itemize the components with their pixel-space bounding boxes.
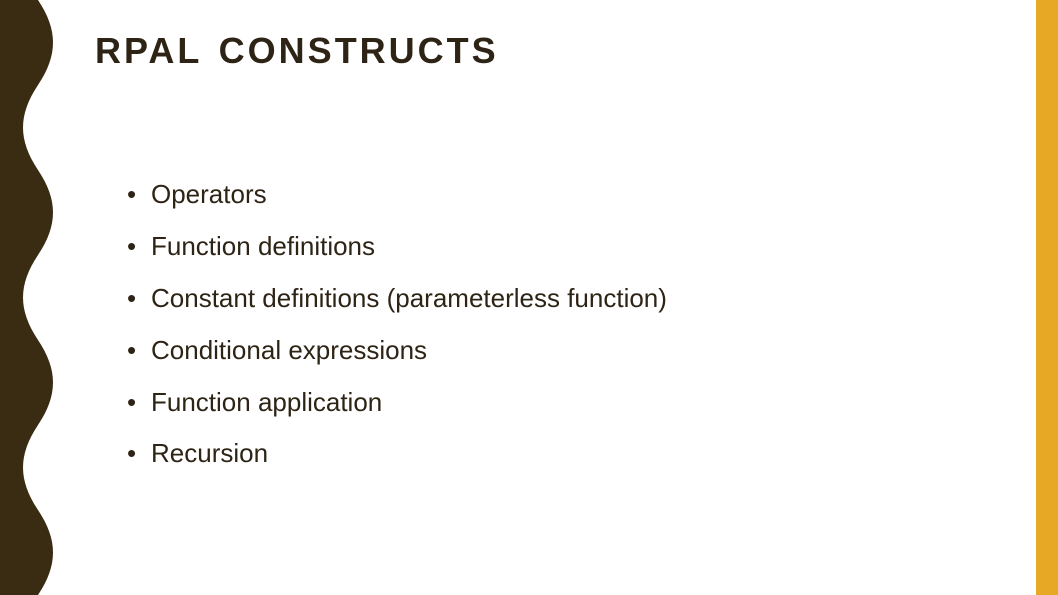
bullet-text: Operators xyxy=(151,179,267,209)
slide-title: RPAL CONSTRUCTS xyxy=(95,30,998,72)
right-bar-decoration xyxy=(1036,0,1058,595)
bullet-text: Recursion xyxy=(151,438,268,468)
bullet-item: Conditional expressions xyxy=(127,336,998,366)
left-wave-path xyxy=(0,0,53,595)
bullet-text: Conditional expressions xyxy=(151,335,427,365)
bullet-item: Operators xyxy=(127,180,998,210)
bullet-item: Function application xyxy=(127,388,998,418)
bullet-item: Constant definitions (parameterless func… xyxy=(127,284,998,314)
bullet-item: Function definitions xyxy=(127,232,998,262)
bullet-list: Operators Function definitions Constant de… xyxy=(127,180,998,469)
bullet-item: Recursion xyxy=(127,439,998,469)
right-bar-rect xyxy=(1036,0,1058,595)
left-wave-decoration xyxy=(0,0,62,595)
slide-content: RPAL CONSTRUCTS Operators Function defini… xyxy=(95,30,998,491)
bullet-text: Constant definitions (parameterless func… xyxy=(151,283,667,313)
bullet-text: Function application xyxy=(151,387,382,417)
bullet-text: Function definitions xyxy=(151,231,375,261)
